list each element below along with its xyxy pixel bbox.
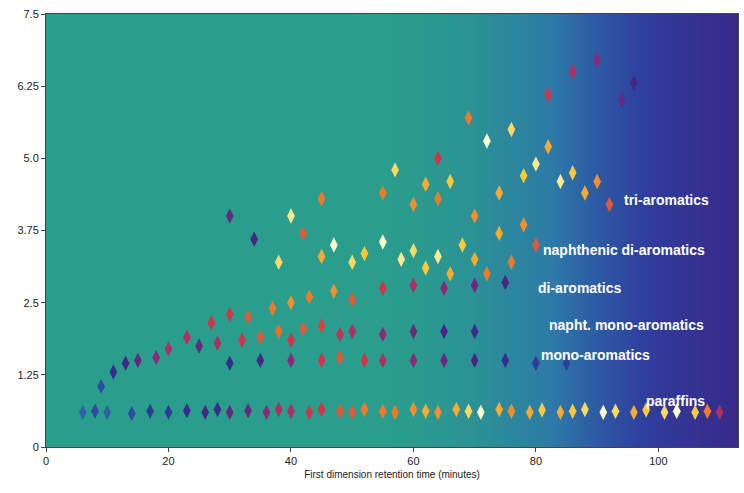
svg-text:0: 0 bbox=[43, 455, 49, 467]
svg-text:di-aromatics: di-aromatics bbox=[538, 280, 621, 296]
svg-text:paraffins: paraffins bbox=[646, 393, 705, 409]
svg-text:naphthenic di-aromatics: naphthenic di-aromatics bbox=[543, 242, 705, 258]
svg-text:napht. mono-aromatics: napht. mono-aromatics bbox=[549, 317, 704, 333]
svg-text:2.5: 2.5 bbox=[24, 297, 39, 309]
svg-text:20: 20 bbox=[162, 455, 174, 467]
svg-text:80: 80 bbox=[530, 455, 542, 467]
svg-text:First dimension retention time: First dimension retention time (minutes) bbox=[304, 469, 480, 480]
svg-text:0: 0 bbox=[33, 441, 39, 453]
svg-text:60: 60 bbox=[407, 455, 419, 467]
svg-text:1.25: 1.25 bbox=[17, 369, 38, 381]
svg-text:40: 40 bbox=[285, 455, 297, 467]
svg-text:3.75: 3.75 bbox=[17, 224, 38, 236]
svg-text:100: 100 bbox=[649, 455, 667, 467]
svg-text:6.25: 6.25 bbox=[17, 80, 38, 92]
svg-text:tri-aromatics: tri-aromatics bbox=[624, 192, 709, 208]
svg-text:5.0: 5.0 bbox=[24, 152, 39, 164]
svg-text:7.5: 7.5 bbox=[24, 8, 39, 20]
svg-text:mono-aromatics: mono-aromatics bbox=[541, 347, 650, 363]
